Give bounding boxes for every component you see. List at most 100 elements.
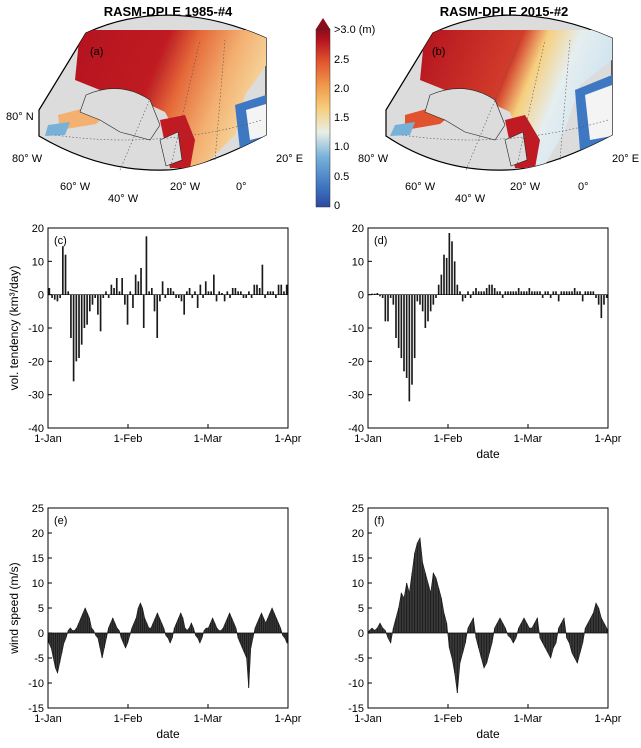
y-tick-label: -30: [28, 390, 44, 402]
bar: [188, 288, 191, 295]
bar: [78, 294, 80, 358]
bar: [56, 294, 59, 302]
bar: [584, 291, 587, 295]
bar: [387, 294, 389, 322]
bar: [48, 288, 51, 295]
x-tick-label: 1-Jan: [34, 433, 62, 445]
lon-label-a-0: 80° W: [12, 153, 43, 165]
chart-panel-e: 25 20 15 10 5 0 -5 -10 -151-Jan 1-Feb 1-Mar 1-Apr (e…: [7, 503, 302, 741]
bar: [552, 291, 555, 295]
bar: [215, 294, 218, 302]
lon-label-a-4: 0°: [236, 181, 247, 193]
x-tick-label: 1-Jan: [354, 433, 382, 445]
bar: [483, 291, 485, 295]
bar: [453, 261, 456, 295]
bar: [258, 288, 261, 295]
bar: [145, 236, 148, 295]
bar: [451, 241, 453, 295]
x-tick-label: 1-Jan: [354, 713, 382, 725]
y-tick-label: 20: [32, 528, 44, 540]
bar: [280, 284, 283, 295]
map-title-b: RASM-DPLE 2015-#2: [440, 4, 569, 19]
bar: [59, 294, 61, 298]
colorbar-tick: 1.0: [334, 141, 349, 153]
bar: [595, 294, 597, 298]
x-tick-label: 1-Apr: [595, 433, 622, 445]
bar: [576, 291, 579, 295]
bar: [573, 288, 576, 295]
bar: [221, 293, 223, 295]
x-tick-label: 1-Apr: [595, 713, 622, 725]
y-tick-label: 10: [32, 578, 44, 590]
y-tick-label: -40: [28, 423, 44, 435]
bar: [204, 281, 207, 295]
lon-label-b-4: 0°: [578, 181, 589, 193]
bar: [557, 294, 560, 302]
bar: [445, 258, 448, 295]
bar: [605, 294, 608, 298]
bar: [517, 288, 520, 295]
bar: [72, 294, 75, 382]
y-tick-label: 5: [38, 603, 44, 615]
bar: [248, 291, 250, 295]
bar: [581, 294, 584, 302]
bar: [237, 291, 239, 295]
bar: [424, 294, 427, 328]
bar: [75, 294, 78, 362]
bar: [172, 291, 175, 295]
map-title-a: RASM-DPLE 1985-#4: [104, 4, 233, 19]
bar: [164, 294, 167, 298]
bar: [245, 294, 248, 298]
bar: [421, 294, 424, 312]
y-tick-label: 0: [38, 290, 44, 302]
bar: [405, 294, 408, 378]
bar: [91, 294, 94, 305]
bar: [118, 291, 121, 295]
bar: [207, 291, 210, 295]
bar: [371, 293, 373, 295]
chart-panel-f: 25 20 15 10 5 0 -5 -10 -151-Jan 1-Feb 1-Mar 1-Apr (f…: [348, 503, 622, 741]
bar: [253, 284, 256, 295]
plot-area: [367, 227, 609, 429]
bar: [113, 288, 115, 295]
bar: [571, 291, 573, 295]
y-tick-label: 10: [32, 256, 44, 268]
y-tick-label: -20: [28, 356, 44, 368]
bar: [239, 291, 242, 295]
colorbar-tick: 0.5: [334, 171, 349, 183]
x-axis-label: date: [476, 727, 500, 741]
bar: [161, 281, 164, 295]
chart-panel-c: 20 10 0 -10 -20 -30 -401-Jan 1-Feb 1-Mar 1-Apr (c)…: [7, 223, 302, 445]
y-tick-label: 15: [352, 553, 364, 565]
bar: [408, 294, 411, 402]
bar: [416, 294, 419, 302]
bar: [384, 294, 387, 322]
bar: [180, 294, 183, 302]
bar: [183, 294, 186, 315]
chart-panel-d: 20 10 0 -10 -20 -30 -401-Jan 1-Feb 1-Mar 1-Apr (d)…: [348, 223, 622, 461]
bar: [520, 291, 523, 295]
lon-label-b-0: 80° W: [358, 153, 389, 165]
y-tick-label: -10: [28, 678, 44, 690]
bar: [272, 291, 274, 295]
bar: [194, 291, 196, 295]
bar: [202, 294, 204, 298]
bar: [153, 294, 156, 312]
lat-label-a: 80° N: [6, 111, 34, 123]
colorbar-arrow: [316, 18, 330, 29]
bar: [461, 294, 464, 302]
bar: [525, 291, 528, 295]
y-tick-label: 5: [358, 603, 364, 615]
bar: [142, 294, 145, 328]
x-tick-label: 1-Feb: [114, 433, 143, 445]
bar: [507, 291, 509, 295]
bar: [501, 294, 504, 298]
bar: [107, 294, 110, 298]
lon-label-b-2: 40° W: [455, 193, 486, 205]
bar: [124, 294, 126, 305]
lon-label-b-1: 60° W: [405, 181, 436, 193]
panel-label-a: (a): [90, 46, 103, 58]
bar: [432, 294, 435, 305]
bar: [499, 291, 501, 295]
bar: [229, 294, 231, 298]
